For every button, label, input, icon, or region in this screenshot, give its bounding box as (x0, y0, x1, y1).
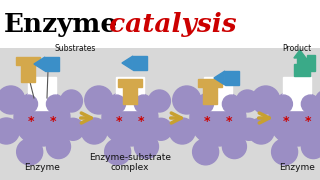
Wedge shape (203, 86, 233, 101)
Circle shape (301, 135, 320, 159)
Bar (16, 57, 40, 65)
Bar (45, 57, 59, 71)
Circle shape (252, 86, 280, 114)
Circle shape (20, 95, 37, 113)
Bar (0, 48, 320, 180)
Bar (133, 56, 147, 70)
Text: *: * (305, 116, 311, 129)
Circle shape (102, 90, 158, 146)
Text: Enzyme: Enzyme (4, 12, 118, 37)
Text: Enzyme: Enzyme (279, 163, 315, 172)
Text: *: * (50, 116, 56, 129)
Circle shape (317, 118, 320, 140)
Circle shape (190, 90, 246, 146)
Text: Enzyme: Enzyme (24, 163, 60, 172)
Polygon shape (294, 50, 306, 58)
Bar (204, 77, 232, 110)
Circle shape (81, 118, 107, 144)
Circle shape (272, 139, 298, 165)
Circle shape (148, 90, 170, 112)
Text: Substrates: Substrates (55, 44, 96, 53)
Bar (116, 77, 144, 110)
Wedge shape (27, 86, 57, 101)
Circle shape (301, 95, 319, 113)
Text: *: * (204, 116, 210, 129)
Circle shape (134, 135, 158, 159)
Circle shape (236, 90, 258, 112)
Bar (118, 79, 142, 87)
Circle shape (108, 95, 125, 113)
Circle shape (0, 86, 25, 114)
Circle shape (14, 90, 70, 146)
Wedge shape (282, 86, 312, 101)
Text: Product: Product (282, 44, 311, 53)
Circle shape (275, 95, 292, 113)
Circle shape (85, 86, 113, 114)
Circle shape (193, 139, 219, 165)
Text: *: * (116, 116, 122, 129)
Polygon shape (34, 57, 45, 71)
Text: *: * (283, 116, 289, 129)
Bar (123, 84, 137, 104)
Circle shape (46, 135, 70, 159)
Bar (225, 71, 239, 85)
Bar (21, 62, 35, 82)
Circle shape (62, 118, 84, 140)
Text: Enzyme-substrate
complex: Enzyme-substrate complex (89, 153, 171, 172)
Circle shape (134, 95, 152, 113)
Circle shape (248, 118, 274, 144)
Text: *: * (28, 116, 34, 129)
Bar (28, 77, 56, 110)
Polygon shape (214, 71, 225, 85)
Circle shape (222, 95, 240, 113)
Bar (297, 58, 307, 66)
Text: *: * (226, 116, 232, 129)
Bar (203, 84, 217, 104)
Circle shape (315, 90, 320, 112)
Circle shape (169, 118, 195, 144)
Bar (283, 77, 311, 110)
Text: *: * (138, 116, 144, 129)
Polygon shape (122, 56, 133, 70)
Wedge shape (115, 86, 145, 101)
Circle shape (0, 118, 19, 144)
Circle shape (269, 90, 320, 146)
Bar (307, 55, 315, 71)
Bar (294, 64, 310, 76)
Circle shape (173, 86, 201, 114)
Circle shape (105, 139, 131, 165)
Circle shape (60, 90, 83, 112)
Circle shape (17, 139, 43, 165)
Circle shape (46, 95, 64, 113)
Circle shape (150, 118, 172, 140)
Text: catalysis: catalysis (100, 12, 236, 37)
Circle shape (222, 135, 246, 159)
Circle shape (238, 118, 260, 140)
Bar (198, 79, 222, 87)
Circle shape (196, 95, 213, 113)
